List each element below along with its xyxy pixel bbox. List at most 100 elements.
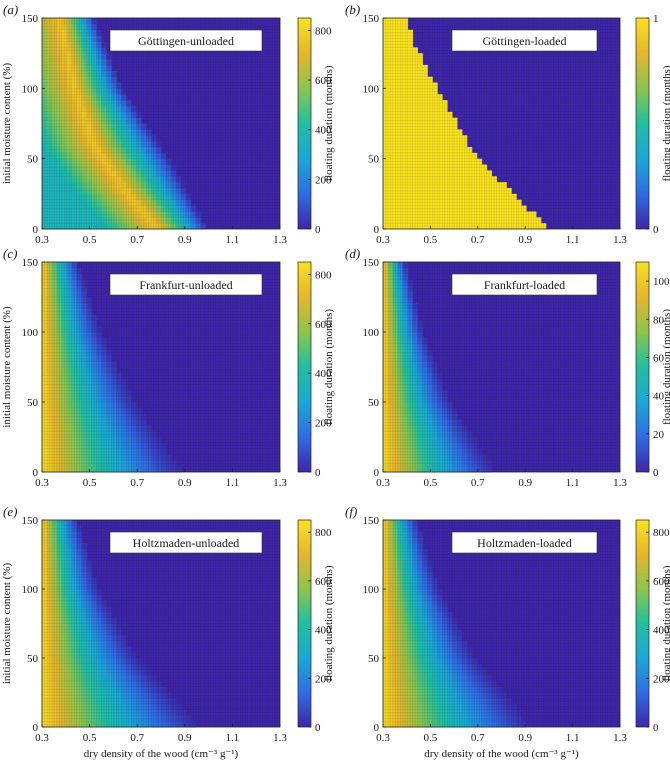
heatmap-cell [66, 663, 73, 670]
heatmap-cell [81, 721, 88, 728]
heatmap-cell [387, 566, 394, 573]
heatmap-cell [452, 617, 458, 624]
heatmap-cell [417, 100, 423, 107]
heatmap-cell [165, 199, 172, 206]
heatmap-cell [407, 146, 414, 154]
heatmap-cell [175, 217, 182, 224]
colorbar-tick-label: 200 [315, 673, 332, 685]
heatmap-cell [481, 692, 488, 699]
heatmap-cell [486, 205, 493, 212]
heatmap-cell [511, 199, 517, 206]
heatmap-cell [447, 205, 453, 212]
heatmap-cell [422, 223, 428, 230]
heatmap-cell [96, 652, 102, 659]
heatmap-cell [46, 560, 53, 567]
heatmap-cell [76, 548, 83, 555]
heatmap-cell [471, 454, 478, 461]
heatmap-cell [462, 182, 468, 189]
heatmap-cell [412, 675, 418, 682]
heatmap-cell [101, 70, 107, 78]
heatmap-cell [126, 117, 132, 124]
heatmap-cell [141, 715, 147, 722]
heatmap-cell [96, 82, 102, 89]
heatmap-cell [457, 199, 463, 206]
heatmap-cell [56, 629, 63, 636]
heatmap-cell [76, 460, 83, 467]
heatmap-cell [51, 279, 58, 286]
heatmap-cell [471, 152, 478, 160]
heatmap-cell [437, 460, 443, 467]
heatmap-cell [106, 211, 112, 218]
panel-letter: (d) [345, 246, 360, 261]
heatmap-cell [66, 681, 73, 688]
heatmap-cell [417, 70, 423, 78]
heatmap-cell [437, 692, 443, 699]
heatmap-cell [402, 583, 409, 590]
x-tick-label: 0.3 [35, 477, 49, 489]
heatmap-cell [86, 193, 92, 201]
heatmap-cell [71, 460, 78, 467]
heatmap-cell [422, 692, 428, 699]
heatmap-cell [56, 635, 63, 642]
heatmap-cell [46, 267, 53, 275]
heatmap-cell [76, 367, 83, 374]
heatmap-cell [71, 53, 78, 60]
heatmap-cell [427, 372, 433, 380]
heatmap-cell [91, 431, 97, 438]
heatmap-cell [126, 437, 132, 444]
heatmap-cell [86, 419, 92, 426]
heatmap-cell [156, 721, 162, 728]
heatmap-cell [442, 111, 448, 119]
heatmap-cell [61, 123, 68, 130]
heatmap-cell [46, 262, 53, 269]
heatmap-cell [86, 23, 92, 31]
heatmap-cell [407, 182, 414, 189]
heatmap-cell [402, 663, 409, 670]
heatmap-cell [397, 652, 404, 659]
heatmap-cell [91, 349, 97, 356]
heatmap-cell [180, 199, 187, 206]
heatmap-cell [417, 320, 423, 327]
heatmap-cell [383, 692, 389, 699]
heatmap-cell [136, 176, 142, 183]
heatmap-cell [116, 721, 122, 728]
heatmap-cell [402, 537, 409, 544]
heatmap-cell [116, 425, 122, 432]
heatmap-cell [476, 170, 483, 177]
heatmap-cell [76, 123, 83, 130]
heatmap-cell [452, 187, 458, 195]
heatmap-cell [447, 146, 453, 154]
heatmap-cell [432, 182, 438, 189]
heatmap-cell [56, 692, 63, 699]
heatmap-cell [61, 715, 68, 722]
x-tick-label: 1.1 [226, 732, 240, 744]
heatmap-cell [397, 460, 404, 467]
heatmap-cell [51, 82, 58, 89]
heatmap-cell [66, 343, 73, 350]
heatmap-cell [126, 407, 132, 415]
y-axis-label: initial moisture content (%) [1, 563, 13, 685]
heatmap-cell [161, 176, 167, 183]
heatmap-cell [91, 396, 97, 403]
heatmap-cell [432, 583, 438, 590]
heatmap-cell [66, 279, 73, 286]
heatmap-cell [131, 715, 137, 722]
heatmap-cell [427, 594, 433, 601]
heatmap-cell [397, 425, 404, 432]
heatmap-cell [81, 663, 88, 670]
heatmap-cell [86, 176, 92, 183]
heatmap-cell [86, 640, 92, 647]
heatmap-cell [96, 698, 102, 705]
heatmap-cell [136, 123, 142, 130]
heatmap-cell [61, 589, 68, 596]
heatmap-cell [437, 217, 443, 224]
heatmap-cell [101, 640, 107, 647]
heatmap-cell [462, 141, 468, 148]
heatmap-cell [76, 402, 83, 409]
heatmap-cell [61, 361, 68, 368]
heatmap-cell [42, 337, 48, 345]
heatmap-cell [106, 425, 112, 432]
heatmap-cell [61, 326, 68, 333]
heatmap-cell [46, 343, 53, 350]
